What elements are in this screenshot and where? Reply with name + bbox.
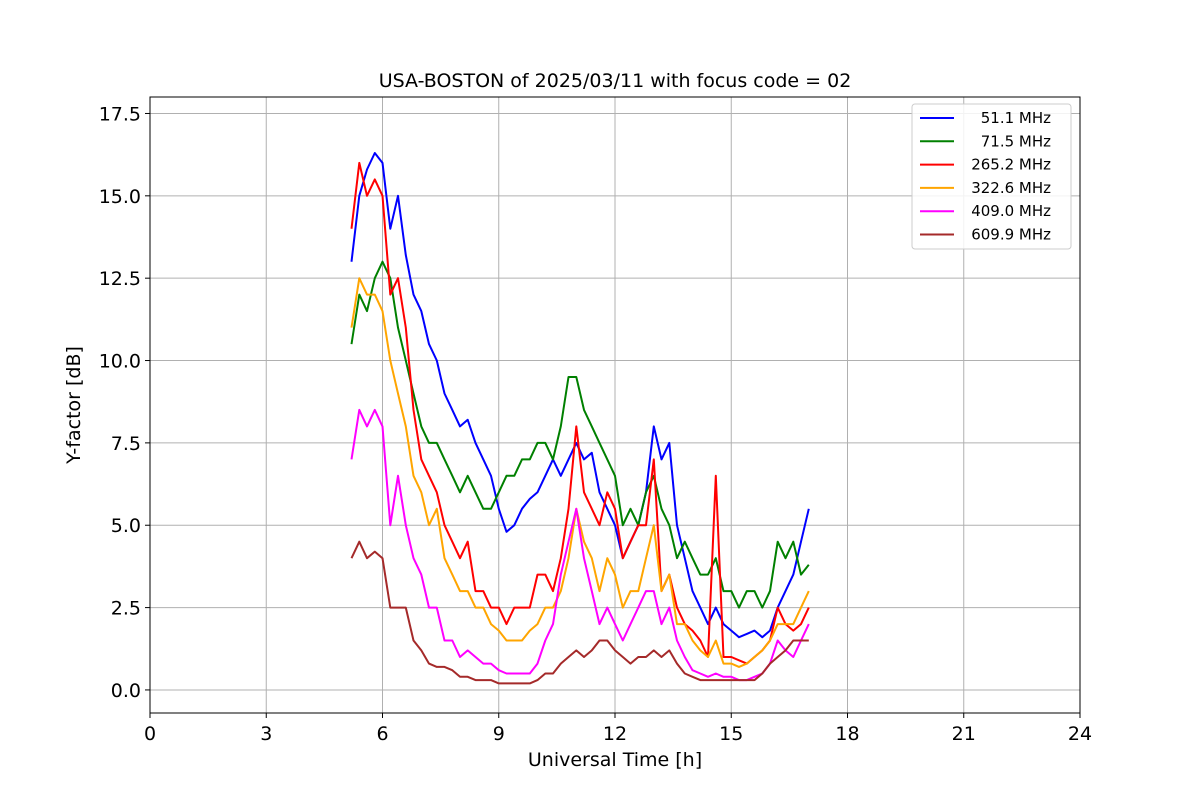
x-tick-label: 12 bbox=[603, 723, 627, 745]
x-tick-label: 9 bbox=[493, 723, 505, 745]
y-tick-label: 2.5 bbox=[111, 598, 141, 620]
y-tick-label: 15.0 bbox=[99, 186, 141, 208]
legend-label: 409.0 MHz bbox=[971, 202, 1051, 220]
legend-label: 51.1 MHz bbox=[981, 109, 1051, 127]
legend-box bbox=[911, 103, 1072, 250]
legend-label: 609.9 MHz bbox=[971, 226, 1051, 244]
y-tick-label: 10.0 bbox=[99, 351, 141, 373]
series-line-6 bbox=[350, 540, 809, 685]
legend: 51.1 MHz 71.5 MHz 265.2 MHz 322.6 MHz 409.0 … bbox=[911, 103, 1072, 250]
x-axis-label: Universal Time [h] bbox=[528, 749, 702, 771]
series-line-4 bbox=[350, 277, 810, 668]
legend-label: 322.6 MHz bbox=[971, 179, 1051, 197]
series-line-5 bbox=[350, 408, 810, 682]
y-tick-label: 5.0 bbox=[111, 515, 141, 537]
y-tick-label: 12.5 bbox=[99, 268, 141, 290]
legend-label: 265.2 MHz bbox=[971, 156, 1051, 174]
y-tick-label: 0.0 bbox=[111, 680, 141, 702]
y-axis: 0.0 2.5 5.0 7.5 10.0 12.5 15.0 17.5 bbox=[99, 103, 150, 702]
y-axis-label: Y-factor [dB] bbox=[63, 346, 85, 465]
y-tick-label: 17.5 bbox=[99, 103, 141, 125]
y-tick-label: 7.5 bbox=[111, 433, 141, 455]
x-tick-label: 21 bbox=[952, 723, 976, 745]
x-tick-label: 18 bbox=[835, 723, 859, 745]
x-tick-label: 15 bbox=[719, 723, 743, 745]
x-tick-label: 6 bbox=[376, 723, 388, 745]
chart-title: USA-BOSTON of 2025/03/11 with focus code… bbox=[379, 70, 852, 92]
x-tick-label: 3 bbox=[260, 723, 272, 745]
x-tick-label: 0 bbox=[144, 723, 156, 745]
series-line-3 bbox=[350, 161, 810, 665]
legend-label: 71.5 MHz bbox=[981, 132, 1051, 150]
x-axis: 0 3 6 9 12 15 18 21 24 bbox=[144, 713, 1092, 745]
series-lines bbox=[350, 152, 810, 685]
series-line-2 bbox=[350, 260, 810, 609]
x-tick-label: 24 bbox=[1068, 723, 1092, 745]
